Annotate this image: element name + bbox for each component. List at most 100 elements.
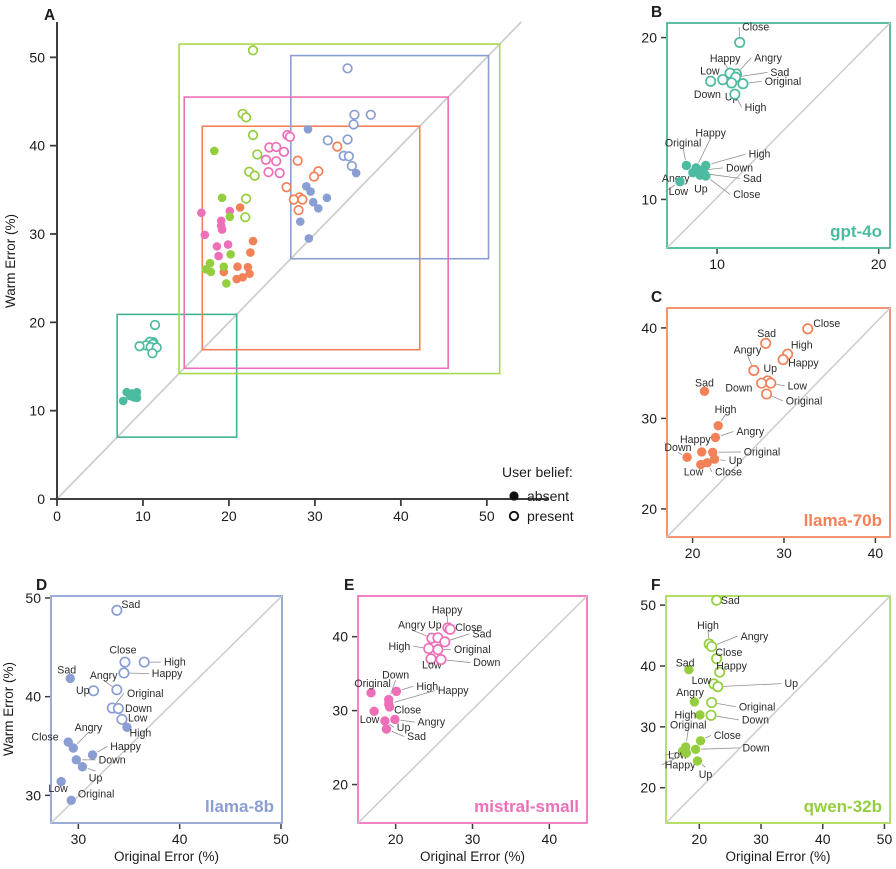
point-label-down: Down bbox=[125, 703, 152, 715]
point-label-up: Up bbox=[428, 619, 442, 631]
overview-point-qwen-32b-up-present bbox=[249, 170, 260, 181]
point-label-down: Down bbox=[694, 89, 721, 101]
overview-point-qwen-32b-angry-present bbox=[240, 112, 252, 123]
leader-line bbox=[701, 764, 706, 768]
point-down-present bbox=[112, 702, 124, 715]
panel-letter-E: E bbox=[344, 577, 354, 594]
y-tick-label: 40 bbox=[641, 320, 657, 336]
original-error-axis-title-d: Original Error (%) bbox=[114, 849, 219, 864]
point-original-absent bbox=[366, 688, 376, 698]
point-label-original: Original bbox=[127, 688, 164, 700]
point-label-up: Up bbox=[729, 455, 743, 467]
panel-E-mistral-small: 20 30 40 20 30 40 Original High Down Happy Close Lo… bbox=[332, 577, 588, 864]
x-tick-label: 40 bbox=[868, 545, 884, 561]
point-label-down: Down bbox=[742, 714, 769, 726]
leader-line bbox=[400, 719, 415, 723]
point-original-present bbox=[432, 644, 444, 656]
point-sad-present bbox=[111, 604, 123, 616]
y-tick-label: 20 bbox=[640, 780, 656, 796]
point-down-absent bbox=[71, 755, 82, 765]
overview-point-llama-8b-high-absent bbox=[351, 168, 361, 178]
overview-point-llama-8b-up-absent bbox=[314, 204, 323, 213]
point-original-present bbox=[706, 696, 718, 709]
panel-letter-C: C bbox=[651, 289, 662, 306]
overview-point-llama-8b-happy-absent bbox=[322, 193, 332, 203]
leader-line bbox=[391, 730, 405, 737]
point-sad-absent bbox=[684, 664, 694, 675]
point-label-up: Up bbox=[89, 773, 103, 785]
point-low-absent bbox=[56, 776, 66, 787]
point-down-present bbox=[705, 709, 717, 721]
overview-point-llama-70b-close-present bbox=[332, 141, 343, 152]
point-sad-absent bbox=[65, 673, 75, 684]
point-label-original: Original bbox=[670, 720, 707, 732]
point-label-sad: Sad bbox=[743, 173, 762, 185]
panel-letter-B: B bbox=[651, 4, 662, 21]
point-label-high: High bbox=[715, 404, 737, 416]
overview-point-llama-8b-sad-present bbox=[342, 63, 353, 74]
original-error-axis-title-e: Original Error (%) bbox=[420, 849, 525, 864]
point-high-present bbox=[423, 642, 435, 655]
leader-line bbox=[103, 680, 113, 687]
overview-point-mistral-small-down-present bbox=[274, 167, 285, 179]
overview-point-llama-8b-happy-present bbox=[348, 119, 359, 130]
point-up-absent bbox=[692, 756, 703, 766]
overview-point-qwen-32b-original-absent bbox=[205, 258, 215, 268]
identity-diagonal bbox=[666, 307, 891, 538]
panel-frame-llama-8b bbox=[50, 595, 283, 824]
y-tick-label: 50 bbox=[640, 597, 656, 613]
leader-line bbox=[748, 80, 762, 84]
point-label-close: Close bbox=[813, 318, 840, 330]
point-label-up: Up bbox=[764, 363, 778, 375]
point-low-present bbox=[116, 713, 128, 725]
y-tick-label: 20 bbox=[332, 777, 348, 793]
leader-line bbox=[705, 735, 712, 739]
leader-line bbox=[716, 635, 738, 645]
overview-point-mistral-small-low-present bbox=[263, 167, 274, 178]
overview-point-llama-8b-sad-absent bbox=[303, 125, 313, 134]
point-angry-absent bbox=[689, 697, 700, 707]
point-label-high: High bbox=[697, 620, 719, 632]
point-angry-absent bbox=[710, 432, 721, 443]
overview-point-llama-8b-low-absent bbox=[295, 217, 305, 226]
overview-point-llama-8b-low-present bbox=[346, 160, 358, 172]
point-low-absent bbox=[369, 706, 379, 717]
point-label-original: Original bbox=[739, 701, 776, 713]
point-label-close: Close bbox=[394, 704, 421, 716]
legend-present-label: present bbox=[527, 508, 574, 524]
point-label-down: Down bbox=[743, 742, 770, 754]
point-down-absent bbox=[690, 744, 701, 755]
point-sad-absent bbox=[381, 724, 392, 734]
overview-point-qwen-32b-close-absent bbox=[226, 250, 235, 259]
x-tick-label: 50 bbox=[479, 508, 495, 524]
point-label-high: High bbox=[416, 681, 438, 693]
overview-point-qwen-32b-high-absent bbox=[225, 212, 235, 222]
point-label-close: Close bbox=[455, 622, 482, 634]
point-label-angry: Angry bbox=[741, 631, 769, 643]
leader-line bbox=[413, 645, 424, 649]
overview-point-llama-8b-angry-present bbox=[342, 134, 353, 145]
x-tick-label: 40 bbox=[542, 831, 558, 847]
point-label-low: Low bbox=[788, 380, 808, 392]
overview-point-llama-8b-angry-absent bbox=[306, 187, 315, 196]
panel-frame-mistral-small bbox=[357, 595, 588, 824]
point-label-down: Down bbox=[382, 670, 409, 682]
point-happy-present bbox=[777, 354, 789, 366]
point-label-high: High bbox=[164, 657, 186, 669]
point-label-high: High bbox=[674, 709, 696, 721]
leader-line bbox=[707, 630, 710, 639]
leader-line bbox=[665, 184, 676, 192]
leader-line bbox=[394, 690, 436, 703]
panel-frame-gpt-4o bbox=[666, 22, 891, 249]
overview-point-mistral-small-close-absent bbox=[217, 225, 227, 234]
overview-point-qwen-32b-down-present bbox=[240, 212, 251, 223]
point-down-present bbox=[435, 654, 447, 666]
overview-point-qwen-32b-close-present bbox=[247, 129, 259, 141]
overview-point-qwen-32b-down-absent bbox=[219, 262, 229, 271]
overview-point-llama-8b-original-absent bbox=[304, 234, 314, 243]
legend-absent-label: absent bbox=[527, 488, 569, 504]
leader-line bbox=[737, 99, 742, 108]
overview-point-llama-70b-high-absent bbox=[248, 236, 258, 246]
y-tick-label: 50 bbox=[29, 49, 45, 65]
overview-point-llama-70b-low-present bbox=[297, 194, 308, 205]
